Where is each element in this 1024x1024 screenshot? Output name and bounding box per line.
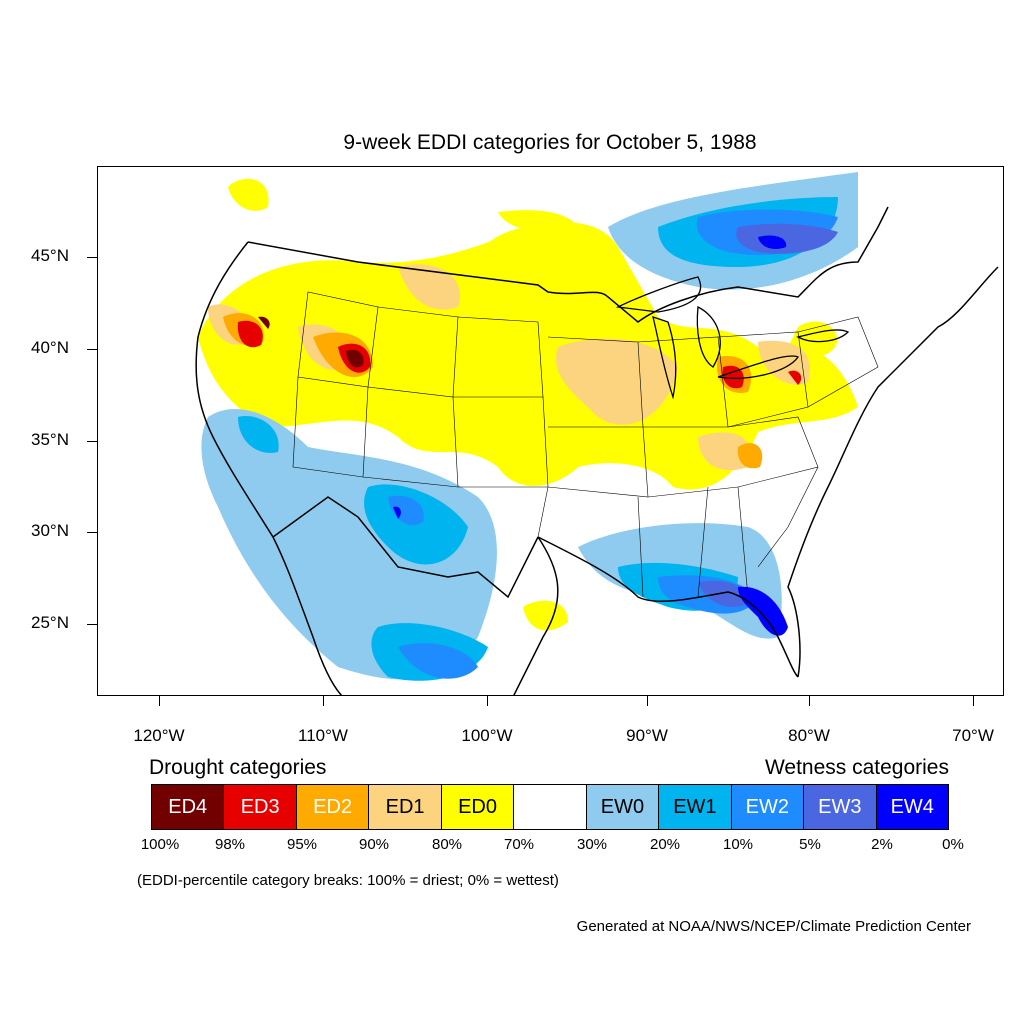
lat-label-25: 25°N [31, 613, 69, 632]
legend-swatch-ew1: EW1 [659, 785, 732, 829]
break-label: 100% [140, 836, 180, 853]
legend-swatch-ew0: EW0 [586, 785, 660, 829]
lat-label-40: 40°N [31, 338, 69, 357]
lat-label-35: 35°N [31, 430, 69, 449]
ed0-regions [198, 178, 858, 631]
legend-label-ew0: EW0 [600, 795, 645, 818]
legend-label-ed0: ED0 [458, 795, 497, 818]
wetness-categories-label: Wetness categories [764, 756, 949, 779]
lon-label-90: 90°W [626, 726, 668, 745]
state-lines [292, 291, 879, 598]
lon-label-110: 110°W [298, 726, 348, 745]
lat-label-45: 45°N [31, 246, 69, 265]
legend-label-ed2: ED2 [313, 795, 353, 818]
lon-tick-90 [647, 696, 648, 706]
ed4-regions [258, 316, 364, 368]
lon-label-80: 80°W [788, 726, 830, 745]
ew4-regions [393, 235, 788, 636]
legend-swatch-ew3: EW3 [804, 785, 877, 829]
legend-label-ew4: EW4 [890, 795, 934, 818]
legend-label-ed4: ED4 [168, 795, 208, 818]
legend-label-ew2: EW2 [745, 795, 790, 818]
legend-swatch-ed4: ED4 [152, 785, 225, 829]
boundaries [195, 206, 999, 695]
lat-tick-30 [87, 532, 97, 533]
lat-tick-45 [87, 257, 97, 258]
lon-label-100: 100°W [461, 726, 513, 745]
lon-label-120: 120°W [133, 726, 185, 745]
lon-label-70: 70°W [952, 726, 994, 745]
break-label: 0% [942, 836, 964, 853]
legend-swatch-ew2: EW2 [731, 785, 805, 829]
break-label: 95% [286, 836, 318, 853]
break-label: 20% [649, 836, 681, 853]
lat-tick-25 [87, 624, 97, 625]
legend-swatch-ew4: EW4 [876, 785, 948, 829]
legend-swatch-ed0: ED0 [441, 785, 515, 829]
break-label: 80% [431, 836, 463, 853]
legend-label-ew1: EW1 [673, 795, 717, 818]
break-label: 2% [871, 836, 893, 853]
map-canvas [195, 172, 999, 695]
lat-tick-40 [87, 349, 97, 350]
legend-swatch-ed1: ED1 [369, 785, 442, 829]
break-label: 5% [799, 836, 821, 853]
category-note: (EDDI-percentile category breaks: 100% =… [137, 872, 559, 889]
lon-tick-120 [159, 696, 160, 706]
legend-swatch-ed2: ED2 [296, 785, 370, 829]
drought-categories-label: Drought categories [149, 756, 327, 779]
lat-tick-35 [87, 441, 97, 442]
lon-tick-70 [973, 696, 974, 706]
legend-label-ew3: EW3 [818, 795, 862, 818]
category-legend: ED4 ED3 ED2 ED1 ED0 EW0 EW1 EW2 EW3 EW4 [151, 784, 949, 830]
break-label: 30% [576, 836, 608, 853]
credit-line: Generated at NOAA/NWS/NCEP/Climate Predi… [576, 918, 971, 935]
break-label: 10% [722, 836, 754, 853]
lon-tick-100 [487, 696, 488, 706]
lon-tick-80 [809, 696, 810, 706]
legend-swatch-normal [514, 785, 587, 829]
break-label: 90% [358, 836, 390, 853]
break-label: 70% [503, 836, 535, 853]
lon-tick-110 [323, 696, 324, 706]
break-label: 98% [214, 836, 246, 853]
map-title: 9-week EDDI categories for October 5, 19… [343, 131, 757, 154]
lat-label-30: 30°N [31, 521, 69, 540]
legend-label-ed1: ED1 [385, 795, 425, 818]
legend-label-ed3: ED3 [240, 795, 280, 818]
legend-swatch-ed3: ED3 [224, 785, 297, 829]
eddi-map [97, 166, 1004, 696]
great-lakes [615, 276, 850, 400]
